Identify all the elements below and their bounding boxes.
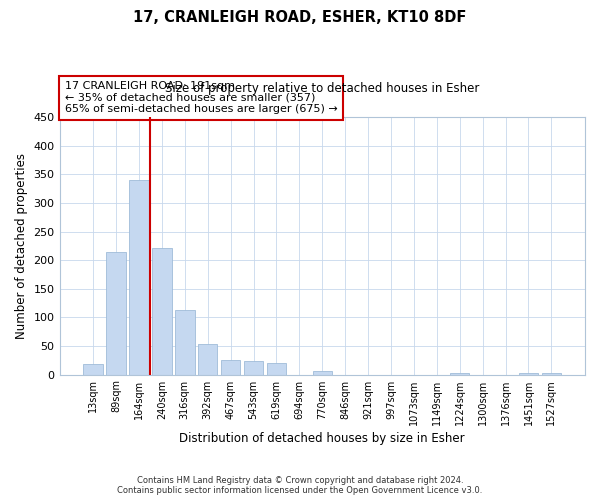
Bar: [175, 310, 194, 374]
Bar: [198, 344, 217, 374]
Bar: [152, 248, 172, 374]
Y-axis label: Number of detached properties: Number of detached properties: [15, 153, 28, 339]
Bar: [244, 361, 263, 374]
Bar: [313, 370, 332, 374]
Text: Contains HM Land Registry data © Crown copyright and database right 2024.
Contai: Contains HM Land Registry data © Crown c…: [118, 476, 482, 495]
Text: 17, CRANLEIGH ROAD, ESHER, KT10 8DF: 17, CRANLEIGH ROAD, ESHER, KT10 8DF: [133, 10, 467, 25]
Bar: [106, 252, 126, 374]
Bar: [267, 363, 286, 374]
Text: 17 CRANLEIGH ROAD: 191sqm
← 35% of detached houses are smaller (357)
65% of semi: 17 CRANLEIGH ROAD: 191sqm ← 35% of detac…: [65, 82, 338, 114]
Bar: [129, 180, 149, 374]
Bar: [221, 360, 241, 374]
Title: Size of property relative to detached houses in Esher: Size of property relative to detached ho…: [165, 82, 479, 95]
X-axis label: Distribution of detached houses by size in Esher: Distribution of detached houses by size …: [179, 432, 465, 445]
Bar: [83, 364, 103, 374]
